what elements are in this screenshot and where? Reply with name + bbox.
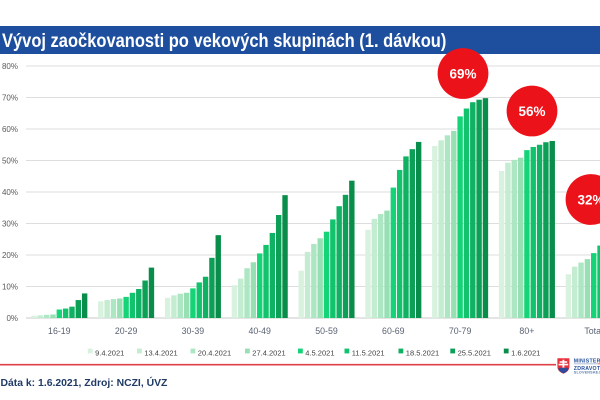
svg-text:SLOVENSKEJ REPUBLIKY: SLOVENSKEJ REPUBLIKY (574, 371, 600, 375)
svg-text:18.5.2021: 18.5.2021 (406, 349, 439, 358)
svg-text:69%: 69% (449, 66, 476, 81)
svg-text:40-49: 40-49 (248, 326, 271, 336)
svg-text:50-59: 50-59 (315, 326, 338, 336)
svg-text:30-39: 30-39 (182, 326, 205, 336)
svg-text:9.4.2021: 9.4.2021 (95, 349, 124, 358)
svg-text:0%: 0% (6, 314, 18, 323)
svg-text:32%: 32% (577, 192, 600, 207)
svg-text:13.4.2021: 13.4.2021 (144, 349, 177, 358)
svg-text:Vývoj zaočkovanosti po vekovýc: Vývoj zaočkovanosti po vekových skupinác… (2, 30, 446, 51)
svg-text:Total: Total (584, 326, 600, 336)
svg-text:20%: 20% (2, 251, 18, 260)
svg-text:60%: 60% (2, 125, 18, 134)
svg-text:20.4.2021: 20.4.2021 (198, 349, 231, 358)
svg-text:80+: 80+ (519, 326, 534, 336)
svg-text:27.4.2021: 27.4.2021 (252, 349, 285, 358)
svg-text:20-29: 20-29 (115, 326, 138, 336)
svg-text:25.5.2021: 25.5.2021 (458, 349, 491, 358)
svg-text:4.5.2021: 4.5.2021 (305, 349, 334, 358)
svg-text:60-69: 60-69 (382, 326, 405, 336)
svg-text:30%: 30% (2, 219, 18, 228)
svg-text:MINISTERSTVO: MINISTERSTVO (574, 358, 600, 364)
svg-text:56%: 56% (518, 104, 545, 119)
svg-text:ZDRAVOTNÍCTVA: ZDRAVOTNÍCTVA (574, 364, 600, 372)
svg-text:70-79: 70-79 (449, 326, 472, 336)
svg-text:16-19: 16-19 (48, 326, 71, 336)
svg-text:Dáta k: 1.6.2021, Zdroj: NCZI,: Dáta k: 1.6.2021, Zdroj: NCZI, ÚVZ (1, 376, 169, 389)
svg-text:10%: 10% (2, 282, 18, 291)
svg-text:40%: 40% (2, 188, 18, 197)
svg-text:1.6.2021: 1.6.2021 (511, 349, 540, 358)
svg-text:11.5.2021: 11.5.2021 (352, 349, 385, 358)
svg-text:80%: 80% (2, 62, 18, 71)
svg-text:70%: 70% (2, 93, 18, 102)
svg-text:50%: 50% (2, 156, 18, 165)
